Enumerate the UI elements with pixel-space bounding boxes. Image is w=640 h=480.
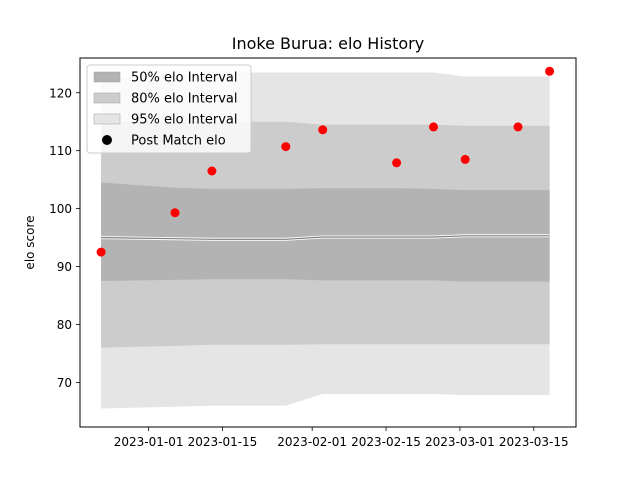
mean-elo-line bbox=[101, 234, 550, 241]
band-50-interval bbox=[101, 182, 550, 282]
legend: 50% elo Interval 80% elo Interval 95% elo … bbox=[86, 64, 252, 154]
y-tick-label: 100 bbox=[49, 202, 72, 216]
legend-label: 95% elo Interval bbox=[131, 113, 238, 128]
axes-frame bbox=[79, 57, 577, 428]
y-axis: 70 80 90 100 110 120 bbox=[49, 86, 80, 390]
chart-title: Inoke Burua: elo History bbox=[232, 34, 424, 53]
post-match-point bbox=[96, 247, 106, 257]
y-tick-label: 120 bbox=[49, 86, 72, 100]
post-match-point bbox=[460, 154, 470, 164]
y-tick-label: 70 bbox=[57, 376, 72, 390]
x-tick-label: 2023-01-15 bbox=[188, 435, 258, 449]
x-tick-label: 2023-02-15 bbox=[351, 435, 421, 449]
legend-label: Post Match elo bbox=[131, 134, 226, 149]
post-match-point bbox=[392, 158, 402, 168]
legend-swatch bbox=[93, 71, 121, 83]
x-tick-label: 2023-02-01 bbox=[277, 435, 347, 449]
legend-label: 80% elo Interval bbox=[131, 92, 238, 107]
y-tick-label: 110 bbox=[49, 144, 72, 158]
interval-bands bbox=[101, 72, 550, 409]
x-tick-label: 2023-03-15 bbox=[499, 435, 569, 449]
post-match-point bbox=[281, 142, 291, 152]
x-axis: 2023-01-01 2023-01-15 2023-02-01 2023-02-15… bbox=[114, 427, 569, 449]
x-tick-label: 2023-01-01 bbox=[114, 435, 184, 449]
post-match-point bbox=[545, 66, 555, 76]
mean-line bbox=[101, 235, 550, 240]
legend-marker bbox=[102, 135, 112, 145]
post-match-point bbox=[429, 122, 438, 132]
post-match-point bbox=[207, 166, 217, 176]
y-tick-label: 80 bbox=[57, 318, 72, 332]
legend-box bbox=[86, 64, 252, 154]
post-match-point bbox=[513, 122, 523, 132]
post-match-point bbox=[318, 125, 328, 135]
y-tick-label: 90 bbox=[57, 260, 72, 274]
post-match-points bbox=[96, 66, 555, 257]
legend-swatch bbox=[93, 113, 121, 125]
y-axis-label: elo score bbox=[23, 215, 37, 269]
x-tick-label: 2023-03-01 bbox=[425, 435, 495, 449]
post-match-point bbox=[170, 208, 180, 218]
legend-label: 50% elo Interval bbox=[131, 71, 238, 86]
legend-swatch bbox=[93, 92, 121, 104]
plot-area bbox=[96, 66, 555, 409]
